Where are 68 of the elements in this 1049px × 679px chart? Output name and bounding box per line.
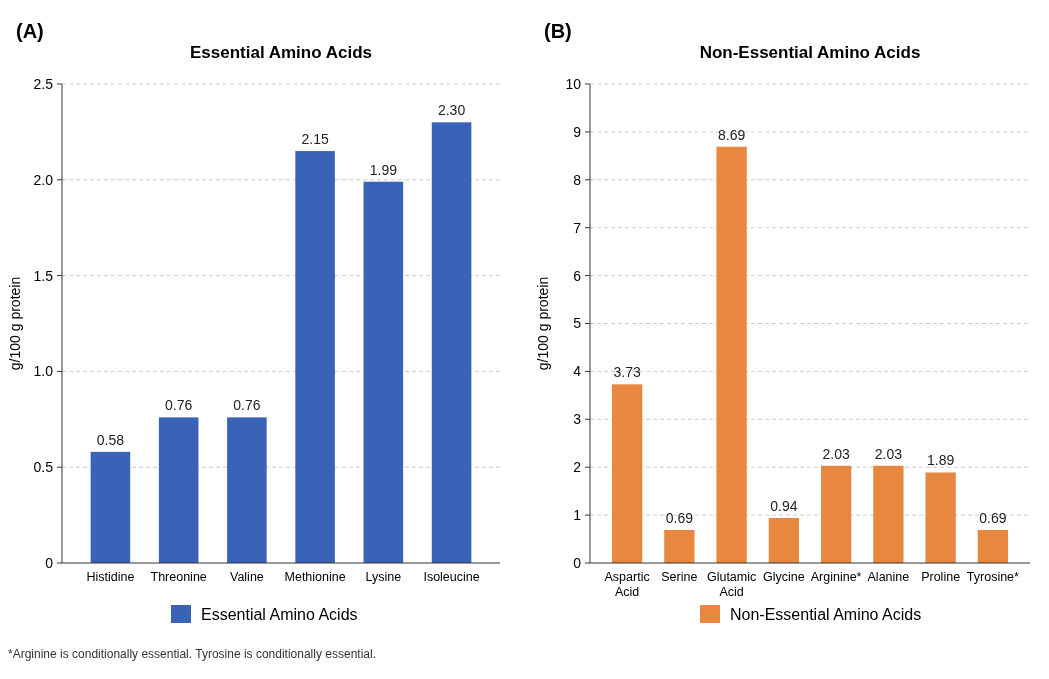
data-label: 0.76 — [165, 397, 193, 414]
data-label: 8.69 — [717, 126, 746, 143]
bar — [611, 384, 643, 563]
bar — [431, 122, 472, 563]
y-tick-label: 10 — [565, 75, 582, 92]
data-label: 0.69 — [665, 509, 694, 526]
y-tick-label: 1.0 — [33, 363, 54, 380]
data-label: 2.30 — [437, 102, 466, 119]
text: *Arginine is conditionally essential. Tyrosine is conditionally essential. — [8, 647, 376, 661]
bar — [716, 146, 747, 563]
x-tick-label: Lysine — [365, 570, 402, 584]
legend-label: Essential Amino Acids — [201, 605, 358, 623]
bar — [768, 517, 800, 563]
data-label: 1.99 — [369, 161, 398, 178]
bar — [90, 451, 131, 563]
y-tick-label: 0 — [45, 554, 54, 571]
bar — [873, 465, 904, 563]
legend-label: Non-Essential Amino Acids — [730, 605, 922, 623]
data-label: 2.03 — [822, 445, 850, 462]
x-tick-label: Histidine — [86, 570, 135, 584]
y-tick-label: 2 — [573, 459, 582, 476]
data-label: 2.03 — [874, 445, 903, 462]
bar — [363, 181, 404, 563]
y-tick-label: 8 — [573, 171, 582, 188]
y-axis-title: g/100 g protein — [7, 276, 23, 371]
y-tick-label: 3 — [573, 411, 582, 428]
y-tick-label: 6 — [573, 267, 582, 284]
data-label: 0.94 — [770, 497, 798, 514]
data-label: 1.89 — [927, 452, 955, 469]
y-tick-label: 5 — [573, 315, 582, 332]
y-tick-label: 9 — [573, 123, 582, 140]
x-tick-label: Proline — [921, 570, 961, 584]
x-tick-label: Alanine — [867, 570, 910, 584]
x-tick-label: Tyrosine* — [966, 570, 1020, 584]
data-label: 0.76 — [233, 397, 261, 414]
x-tick-label: Glycine — [763, 570, 805, 584]
y-tick-label: 1 — [573, 507, 582, 523]
y-tick-label: 7 — [573, 219, 582, 236]
x-tick-label: Valine — [229, 570, 264, 584]
y-tick-label: 2.0 — [33, 171, 54, 188]
x-tick-label: Isoleucine — [423, 570, 480, 584]
data-label: 0.69 — [979, 509, 1007, 526]
x-tick-label: Glutamic Acid — [706, 570, 757, 599]
data-label: 0.58 — [96, 431, 125, 448]
y-tick-label: 1.5 — [33, 267, 54, 284]
bar — [977, 529, 1009, 563]
y-tick-label: 4 — [573, 363, 582, 380]
bar — [158, 417, 199, 563]
text: (A) — [16, 20, 44, 42]
y-tick-label: 2.5 — [33, 75, 54, 92]
x-tick-label: Arginine* — [810, 570, 862, 584]
x-tick-label: Methionine — [284, 570, 346, 584]
data-label: 2.15 — [301, 131, 329, 148]
y-tick-label: 0 — [573, 554, 582, 571]
chart-title: Non-Essential Amino Acids — [699, 43, 921, 62]
chart-title: Essential Amino Acids — [189, 43, 373, 62]
bar — [664, 529, 695, 563]
x-tick-label: Serine — [661, 570, 698, 584]
x-tick-label: Aspartic Acid — [604, 570, 650, 599]
bar — [925, 472, 956, 563]
x-tick-label: Threonine — [150, 570, 207, 584]
bar — [295, 151, 335, 563]
y-axis-title: g/100 g protein — [535, 276, 551, 371]
y-tick-label: 0.5 — [33, 459, 54, 476]
bar — [820, 465, 852, 563]
bar — [227, 417, 267, 563]
text: (B) — [544, 20, 572, 42]
data-label: 3.73 — [613, 364, 641, 381]
